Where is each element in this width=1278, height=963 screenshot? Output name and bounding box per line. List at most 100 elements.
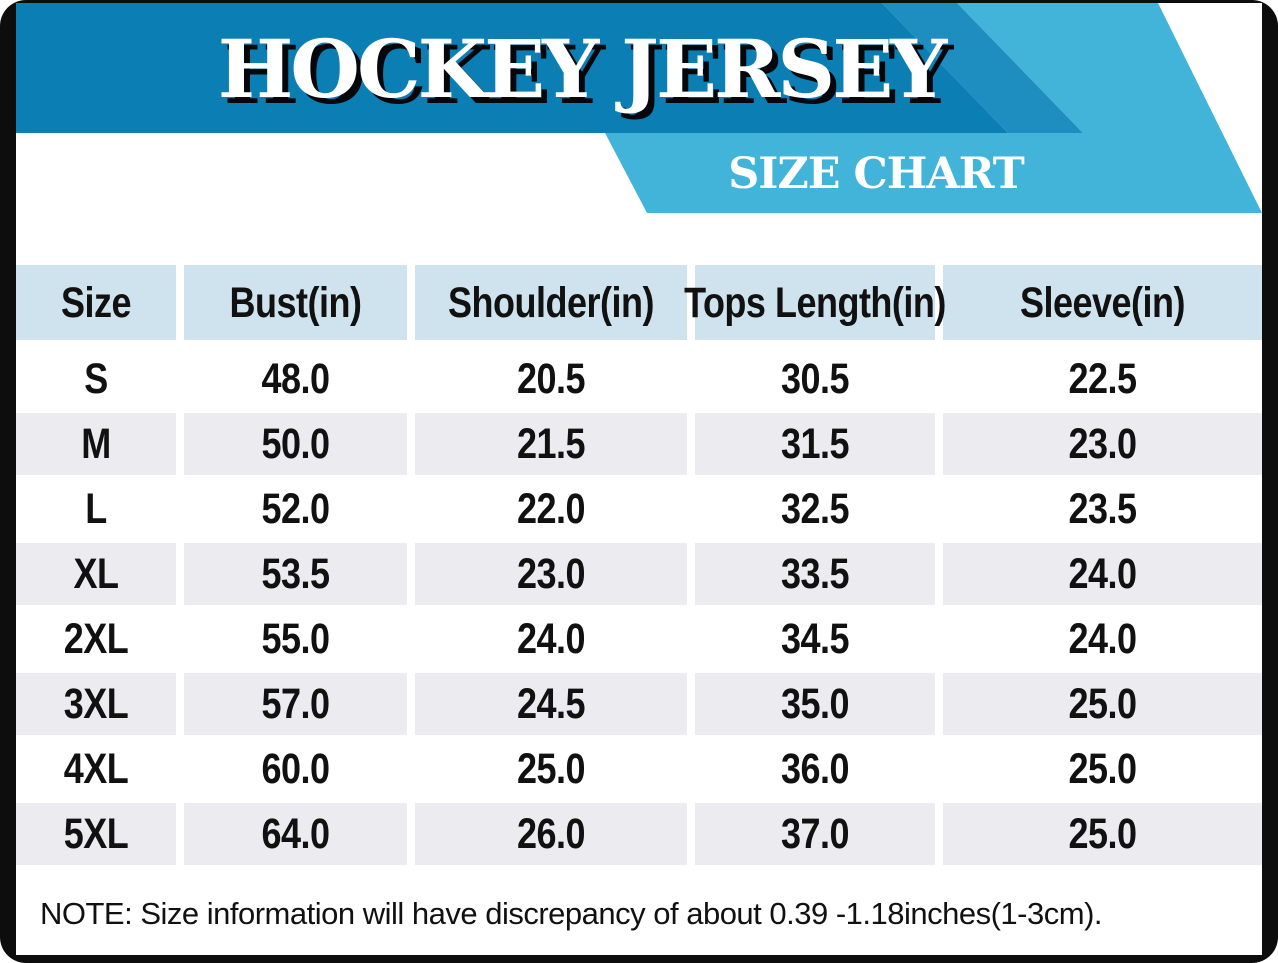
cell-text: 21.5 [516,419,586,468]
value-cell: 50.0 [184,413,407,475]
value-cell: 21.5 [415,413,687,475]
value-cell: 57.0 [184,673,407,735]
cell-text: 64.0 [261,809,330,858]
cell-text: 52.0 [261,484,330,533]
value-cell: 25.0 [943,673,1262,735]
content-area: HOCKEY JERSEY SIZE CHART Size Bust(in) Sho… [16,3,1262,955]
cell-text: 25.0 [1068,679,1137,728]
value-cell: 22.5 [943,348,1262,410]
cell-text: 24.0 [516,614,586,663]
cell-text: Bust(in) [229,277,362,327]
value-cell: 55.0 [184,608,407,670]
cell-text: 24.5 [516,679,586,728]
table-row: 4XL 60.0 25.0 36.0 25.0 [16,738,1262,800]
column-header: Bust(in) [184,265,407,340]
cell-text: 20.5 [516,354,586,403]
size-cell: L [16,478,176,540]
column-header: Shoulder(in) [415,265,687,340]
banner: HOCKEY JERSEY SIZE CHART [16,3,1262,218]
value-cell: 53.5 [184,543,407,605]
value-cell: 36.0 [695,738,935,800]
cell-text: 24.0 [1068,614,1137,663]
table-row: S 48.0 20.5 30.5 22.5 [16,348,1262,410]
cell-text: 55.0 [261,614,330,663]
value-cell: 25.0 [415,738,687,800]
value-cell: 31.5 [695,413,935,475]
value-cell: 60.0 [184,738,407,800]
column-header: Size [16,265,176,340]
page-title: HOCKEY JERSEY [217,21,948,116]
size-cell: 4XL [16,738,176,800]
value-cell: 33.5 [695,543,935,605]
cell-text: Tops Length(in) [684,277,946,327]
column-header: Sleeve(in) [943,265,1262,340]
cell-text: 3XL [63,679,129,728]
table-body: S 48.0 20.5 30.5 22.5 M 50.0 21.5 31.5 23.0 L 52.0 2… [16,348,1262,865]
cell-text: 36.0 [780,744,850,793]
value-cell: 24.5 [415,673,687,735]
value-cell: 24.0 [943,608,1262,670]
cell-text: 4XL [63,744,129,793]
table-row: M 50.0 21.5 31.5 23.0 [16,413,1262,475]
cell-text: 57.0 [261,679,330,728]
cell-text: 53.5 [261,549,330,598]
size-cell: 3XL [16,673,176,735]
cell-text: L [85,484,107,533]
size-cell: M [16,413,176,475]
cell-text: 25.0 [1068,744,1137,793]
cell-text: M [81,419,111,468]
table-row: 5XL 64.0 26.0 37.0 25.0 [16,803,1262,865]
cell-text: 30.5 [780,354,850,403]
cell-text: 23.5 [1068,484,1137,533]
cell-text: 26.0 [516,809,586,858]
cell-text: XL [73,549,119,598]
value-cell: 24.0 [943,543,1262,605]
value-cell: 23.0 [415,543,687,605]
value-cell: 64.0 [184,803,407,865]
value-cell: 24.0 [415,608,687,670]
cell-text: 33.5 [780,549,850,598]
value-cell: 52.0 [184,478,407,540]
cell-text: Shoulder(in) [448,277,654,327]
cell-text: 25.0 [1068,809,1137,858]
cell-text: 23.0 [1068,419,1137,468]
table-row: XL 53.5 23.0 33.5 24.0 [16,543,1262,605]
note-text: NOTE: Size information will have discrep… [40,896,1103,931]
cell-text: 2XL [63,614,129,663]
value-cell: 22.0 [415,478,687,540]
table-row: 3XL 57.0 24.5 35.0 25.0 [16,673,1262,735]
cell-text: 22.5 [1068,354,1137,403]
value-cell: 34.5 [695,608,935,670]
cell-text: 37.0 [780,809,850,858]
cell-text: 23.0 [516,549,586,598]
value-cell: 25.0 [943,803,1262,865]
value-cell: 32.5 [695,478,935,540]
value-cell: 23.0 [943,413,1262,475]
cell-text: 34.5 [780,614,850,663]
cell-text: 5XL [63,809,129,858]
table-row: 2XL 55.0 24.0 34.5 24.0 [16,608,1262,670]
cell-text: 48.0 [261,354,330,403]
cell-text: 25.0 [516,744,586,793]
cell-text: 31.5 [780,419,850,468]
size-table: Size Bust(in) Shoulder(in) Tops Length(in) S… [16,265,1262,865]
value-cell: 35.0 [695,673,935,735]
value-cell: 25.0 [943,738,1262,800]
cell-text: 24.0 [1068,549,1137,598]
page-subtitle: SIZE CHART [728,149,1025,199]
table-header-row: Size Bust(in) Shoulder(in) Tops Length(in) S… [16,265,1262,340]
value-cell: 30.5 [695,348,935,410]
table-row: L 52.0 22.0 32.5 23.5 [16,478,1262,540]
column-header: Tops Length(in) [684,265,946,340]
cell-text: Sleeve(in) [1019,277,1186,327]
size-cell: 2XL [16,608,176,670]
value-cell: 48.0 [184,348,407,410]
cell-text: S [84,354,108,403]
value-cell: 20.5 [415,348,687,410]
size-cell: S [16,348,176,410]
value-cell: 23.5 [943,478,1262,540]
cell-text: Size [60,277,132,327]
banner-dark-ribbon [16,3,1008,133]
cell-text: 60.0 [261,744,330,793]
cell-text: 35.0 [780,679,850,728]
